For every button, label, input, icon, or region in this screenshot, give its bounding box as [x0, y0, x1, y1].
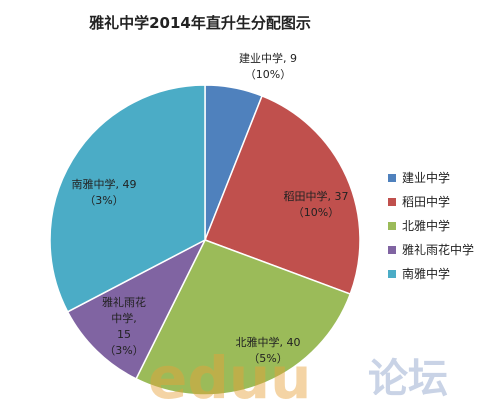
data-label-5: 南雅中学, 49 （3%） — [72, 177, 137, 207]
legend-label-4: 雅礼雨花中学 — [402, 242, 474, 257]
data-label-4: 雅礼雨花中学, 15 （3%） — [102, 295, 146, 357]
legend-label-5: 南雅中学 — [402, 266, 450, 281]
legend-label-2: 稻田中学 — [402, 194, 450, 209]
pie-slice-2 — [204, 94, 361, 295]
data-labels: 建业中学, 9 （10%） 稻田中学, 37 （10%） 北雅中学, 40 （5%） 雅礼雨… — [72, 51, 349, 365]
pie-slice-4 — [66, 238, 207, 380]
watermark-latin: eduu — [148, 344, 311, 408]
data-label-2: 稻田中学, 37 （10%） — [284, 189, 349, 219]
legend-swatch-5 — [388, 270, 396, 278]
legend-swatch-3 — [388, 222, 396, 230]
pie-slice-5 — [49, 84, 206, 313]
pie-slices — [49, 84, 361, 396]
chart-title: 雅礼中学2014年直升生分配图示 — [88, 14, 311, 32]
legend-swatch-2 — [388, 198, 396, 206]
legend-swatch-4 — [388, 246, 396, 254]
watermark-cjk: 论坛 — [368, 356, 448, 402]
watermark: eduu 论坛 — [148, 344, 448, 408]
pie-slice-3 — [135, 239, 352, 396]
legend-label-3: 北雅中学 — [402, 218, 450, 233]
data-label-1: 建业中学, 9 （10%） — [239, 51, 297, 81]
data-label-3: 北雅中学, 40 （5%） — [236, 335, 301, 365]
legend-label-1: 建业中学 — [402, 170, 450, 185]
legend-swatch-1 — [388, 174, 396, 182]
